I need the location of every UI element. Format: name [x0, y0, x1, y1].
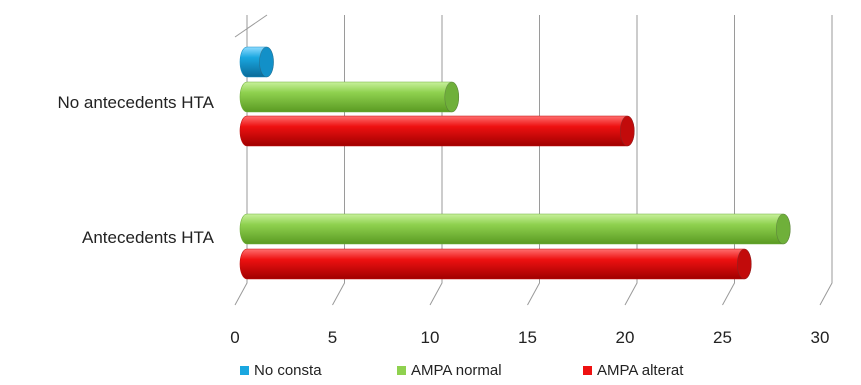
legend-swatch-ampa-alterat	[583, 366, 592, 375]
y-axis-categories: No antecedents HTA Antecedents HTA	[57, 93, 214, 247]
legend: No consta AMPA normal AMPA alterat	[0, 362, 861, 384]
x-tick-label: 30	[811, 328, 830, 347]
bar	[239, 115, 635, 147]
legend-item-ampa-normal: AMPA normal	[397, 362, 502, 379]
legend-swatch-ampa-normal	[397, 366, 406, 375]
bars	[239, 46, 791, 280]
gridline	[722, 15, 735, 306]
gridline	[624, 15, 638, 306]
x-tick-label: 5	[328, 328, 337, 347]
legend-label-ampa-alterat: AMPA alterat	[597, 362, 684, 379]
legend-label-no-consta: No consta	[254, 362, 322, 379]
category-label: No antecedents HTA	[57, 93, 214, 112]
bar	[239, 46, 274, 78]
legend-label-ampa-normal: AMPA normal	[411, 362, 502, 379]
x-axis-ticks: 0 5 10 15 20 25 30	[230, 328, 829, 347]
legend-item-no-consta: No consta	[240, 362, 322, 379]
legend-swatch-no-consta	[240, 366, 249, 375]
gridline	[819, 15, 833, 306]
x-tick-label: 15	[518, 328, 537, 347]
bar	[239, 81, 460, 113]
side-wall-edge	[234, 14, 268, 38]
x-tick-label: 25	[713, 328, 732, 347]
x-tick-label: 10	[421, 328, 440, 347]
gridline	[527, 15, 540, 306]
x-tick-label: 0	[230, 328, 239, 347]
bar	[239, 248, 752, 280]
category-label: Antecedents HTA	[82, 228, 215, 247]
legend-item-ampa-alterat: AMPA alterat	[583, 362, 683, 379]
x-tick-label: 20	[616, 328, 635, 347]
bar	[239, 213, 791, 245]
